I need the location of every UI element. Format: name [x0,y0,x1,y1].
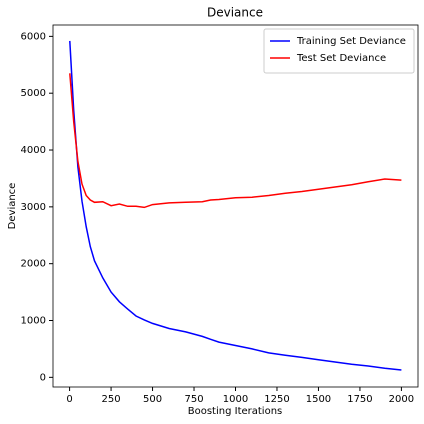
series-line [69,40,402,371]
y-tick-label: 3000 [21,202,46,213]
x-axis-label: Boosting Iterations [188,406,283,417]
y-axis-label: Deviance [7,183,18,230]
y-tick-label: 1000 [21,316,46,327]
y-tick-label: 6000 [21,31,46,42]
x-tick-label: 0 [66,394,72,405]
y-tick-label: 5000 [21,88,46,99]
series-line [69,73,402,209]
y-tick-label: 2000 [21,259,46,270]
x-tick-label: 1000 [223,394,248,405]
x-tick-label: 750 [184,394,203,405]
x-tick-label: 500 [143,394,162,405]
chart-title: Deviance [207,6,263,20]
x-tick-label: 1250 [264,394,289,405]
legend-label: Test Set Deviance [296,53,386,64]
legend-box [263,28,415,74]
x-tick-label: 1750 [347,394,372,405]
x-tick-label: 2000 [389,394,414,405]
y-tick-label: 4000 [21,145,46,156]
legend-label: Training Set Deviance [296,36,406,47]
x-tick-label: 1500 [306,394,331,405]
x-tick-label: 250 [102,394,121,405]
plot-frame [52,24,419,388]
y-tick-label: 0 [40,372,46,383]
